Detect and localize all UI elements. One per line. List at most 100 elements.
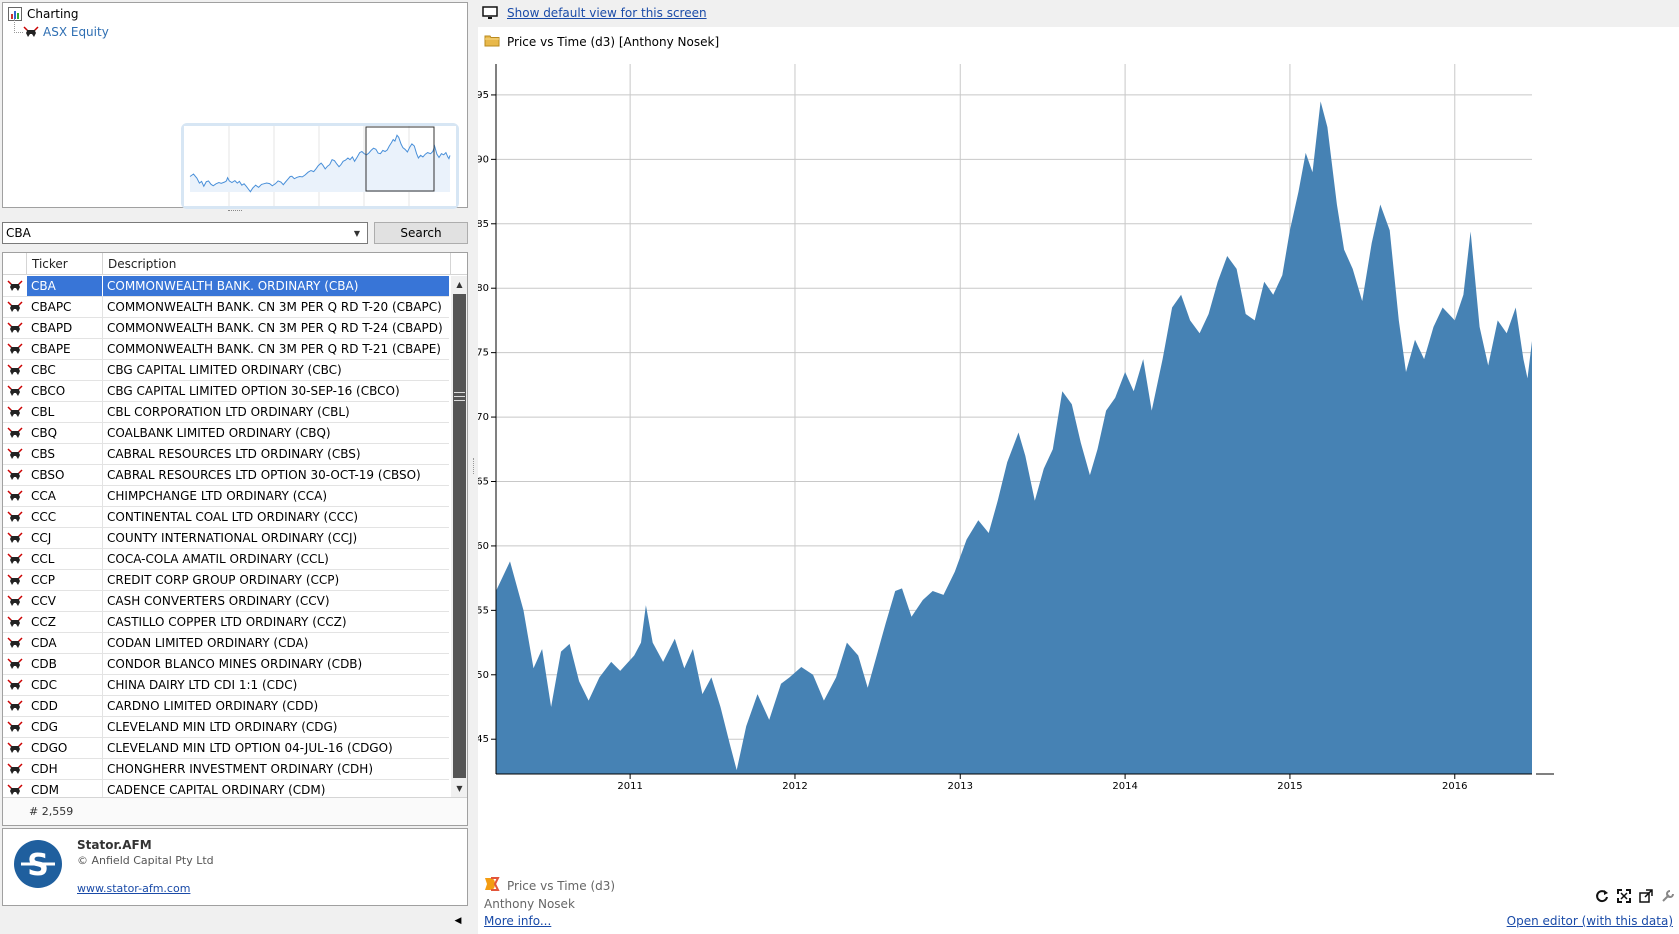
show-default-view-link[interactable]: Show default view for this screen: [507, 6, 707, 20]
table-row[interactable]: CDA CODAN LIMITED ORDINARY (CDA): [3, 633, 449, 654]
chevron-down-icon[interactable]: ▼: [353, 228, 361, 238]
table-row[interactable]: CBSO CABRAL RESOURCES LTD OPTION 30-OCT-1…: [3, 465, 449, 486]
view-footer: Price vs Time (d3) Anthony Nosek More in…: [478, 872, 1679, 934]
table-row[interactable]: CDD CARDNO LIMITED ORDINARY (CDD): [3, 696, 449, 717]
bull-icon: [3, 507, 27, 527]
table-row[interactable]: CBL CBL CORPORATION LTD ORDINARY (CBL): [3, 402, 449, 423]
bull-icon: [3, 780, 27, 800]
about-copyright: © Anfield Capital Pty Ltd: [77, 854, 214, 867]
bull-icon: [3, 654, 27, 674]
svg-text:S: S: [27, 848, 49, 883]
tree-label-charting: Charting: [27, 7, 79, 21]
price-chart[interactable]: 45 50 55 60 65 70 75 80 85 90 95 2011 2012 2013 2014 20…: [478, 56, 1679, 856]
tree-node-asx-equity[interactable]: ASX Equity: [14, 19, 109, 41]
row-ticker: CDM: [27, 780, 103, 800]
search-button[interactable]: Search: [374, 222, 468, 244]
ticker-input[interactable]: [3, 223, 343, 243]
bull-icon: [3, 759, 27, 779]
fullscreen-icon[interactable]: [1616, 888, 1632, 904]
price-area: [496, 101, 1532, 774]
row-description: CBL CORPORATION LTD ORDINARY (CBL): [107, 405, 350, 419]
table-row[interactable]: CCV CASH CONVERTERS ORDINARY (CCV): [3, 591, 449, 612]
row-description: CREDIT CORP GROUP ORDINARY (CCP): [107, 573, 340, 587]
horizontal-splitter-grip[interactable]: [228, 210, 242, 213]
bull-icon: [3, 339, 27, 359]
row-description: COMMONWEALTH BANK. CN 3M PER Q RD T-21 (…: [107, 342, 441, 356]
refresh-icon[interactable]: [1594, 888, 1610, 904]
scroll-up-icon[interactable]: ▲: [456, 280, 463, 289]
table-row[interactable]: CCZ CASTILLO COPPER LTD ORDINARY (CCZ): [3, 612, 449, 633]
row-ticker: CCV: [27, 591, 103, 611]
row-description: CHONGHERR INVESTMENT ORDINARY (CDH): [107, 762, 373, 776]
table-row[interactable]: CDC CHINA DAIRY LTD CDI 1:1 (CDC): [3, 675, 449, 696]
chart-icon: [7, 6, 23, 22]
row-ticker: CCJ: [27, 528, 103, 548]
table-row[interactable]: CCJ COUNTY INTERNATIONAL ORDINARY (CCJ): [3, 528, 449, 549]
table-row[interactable]: CCA CHIMPCHANGE LTD ORDINARY (CCA): [3, 486, 449, 507]
row-description: COCA-COLA AMATIL ORDINARY (CCL): [107, 552, 329, 566]
table-row[interactable]: CBS CABRAL RESOURCES LTD ORDINARY (CBS): [3, 444, 449, 465]
row-ticker: CBL: [27, 402, 103, 422]
vertical-splitter[interactable]: [470, 0, 478, 934]
tree-node-charting[interactable]: Charting: [7, 5, 79, 23]
bull-icon: [3, 318, 27, 338]
row-ticker: CDH: [27, 759, 103, 779]
scrollbar-thumb[interactable]: [453, 294, 466, 778]
view-toolbar: Show default view for this screen: [478, 0, 1679, 27]
table-row[interactable]: CDB CONDOR BLANCO MINES ORDINARY (CDB): [3, 654, 449, 675]
row-ticker: CCA: [27, 486, 103, 506]
grid-header: Ticker Description: [3, 253, 467, 275]
table-row[interactable]: CBAPC COMMONWEALTH BANK. CN 3M PER Q RD T…: [3, 297, 449, 318]
table-row[interactable]: CDG CLEVELAND MIN LTD ORDINARY (CDG): [3, 717, 449, 738]
chart-thumbnail[interactable]: [181, 123, 459, 209]
bull-icon: [3, 717, 27, 737]
bull-icon: [3, 633, 27, 653]
table-row[interactable]: CDGO CLEVELAND MIN LTD OPTION 04-JUL-16 (…: [3, 738, 449, 759]
bull-icon: [3, 696, 27, 716]
scrollbar-grip: [454, 392, 465, 401]
row-ticker: CBA: [27, 276, 103, 296]
table-row[interactable]: CCC CONTINENTAL COAL LTD ORDINARY (CCC): [3, 507, 449, 528]
x-tick-label: 2014: [1112, 781, 1137, 792]
popout-icon[interactable]: [1638, 888, 1654, 904]
wrench-icon[interactable]: [1660, 888, 1676, 904]
bull-icon: [3, 360, 27, 380]
bull-icon: [3, 402, 27, 422]
row-ticker: CBAPE: [27, 339, 103, 359]
more-info-link[interactable]: More info...: [484, 914, 552, 928]
open-editor-link[interactable]: Open editor (with this data): [1506, 914, 1673, 928]
bull-icon: [3, 528, 27, 548]
collapse-arrow-icon[interactable]: ◀: [454, 916, 462, 926]
row-description: COMMONWEALTH BANK. ORDINARY (CBA): [103, 276, 449, 296]
footer-tools: [1594, 888, 1676, 904]
row-ticker: CCP: [27, 570, 103, 590]
x-tick-label: 2012: [782, 781, 807, 792]
table-row[interactable]: CCL COCA-COLA AMATIL ORDINARY (CCL): [3, 549, 449, 570]
bull-icon: [3, 465, 27, 485]
table-row[interactable]: CBAPD COMMONWEALTH BANK. CN 3M PER Q RD T…: [3, 318, 449, 339]
table-row[interactable]: CBCO CBG CAPITAL LIMITED OPTION 30-SEP-16…: [3, 381, 449, 402]
y-tick-label: 80: [478, 283, 489, 294]
table-row[interactable]: CBC CBG CAPITAL LIMITED ORDINARY (CBC): [3, 360, 449, 381]
y-tick-label: 45: [478, 734, 489, 745]
table-row[interactable]: CCP CREDIT CORP GROUP ORDINARY (CCP): [3, 570, 449, 591]
column-header-ticker[interactable]: Ticker: [27, 253, 103, 275]
row-description: CABRAL RESOURCES LTD OPTION 30-OCT-19 (C…: [107, 468, 421, 482]
row-ticker: CBCO: [27, 381, 103, 401]
row-description: COMMONWEALTH BANK. CN 3M PER Q RD T-24 (…: [107, 321, 443, 335]
bull-icon: [3, 423, 27, 443]
scroll-down-icon[interactable]: ▼: [456, 784, 463, 793]
ticker-combo[interactable]: ▼: [2, 222, 368, 244]
grid-scrollbar[interactable]: ▲ ▼: [451, 276, 467, 797]
row-description: CBG CAPITAL LIMITED ORDINARY (CBC): [107, 363, 342, 377]
row-description: CODAN LIMITED ORDINARY (CDA): [107, 636, 309, 650]
table-row[interactable]: CBQ COALBANK LIMITED ORDINARY (CBQ): [3, 423, 449, 444]
tree-label-asx-equity: ASX Equity: [43, 25, 109, 39]
website-link[interactable]: www.stator-afm.com: [77, 882, 191, 895]
table-row[interactable]: CDH CHONGHERR INVESTMENT ORDINARY (CDH): [3, 759, 449, 780]
column-header-description[interactable]: Description: [103, 253, 451, 275]
table-row[interactable]: CBA COMMONWEALTH BANK. ORDINARY (CBA): [3, 276, 449, 297]
thumbnail-selection-window[interactable]: [365, 126, 435, 192]
y-tick-label: 60: [478, 541, 489, 552]
table-row[interactable]: CBAPE COMMONWEALTH BANK. CN 3M PER Q RD T…: [3, 339, 449, 360]
